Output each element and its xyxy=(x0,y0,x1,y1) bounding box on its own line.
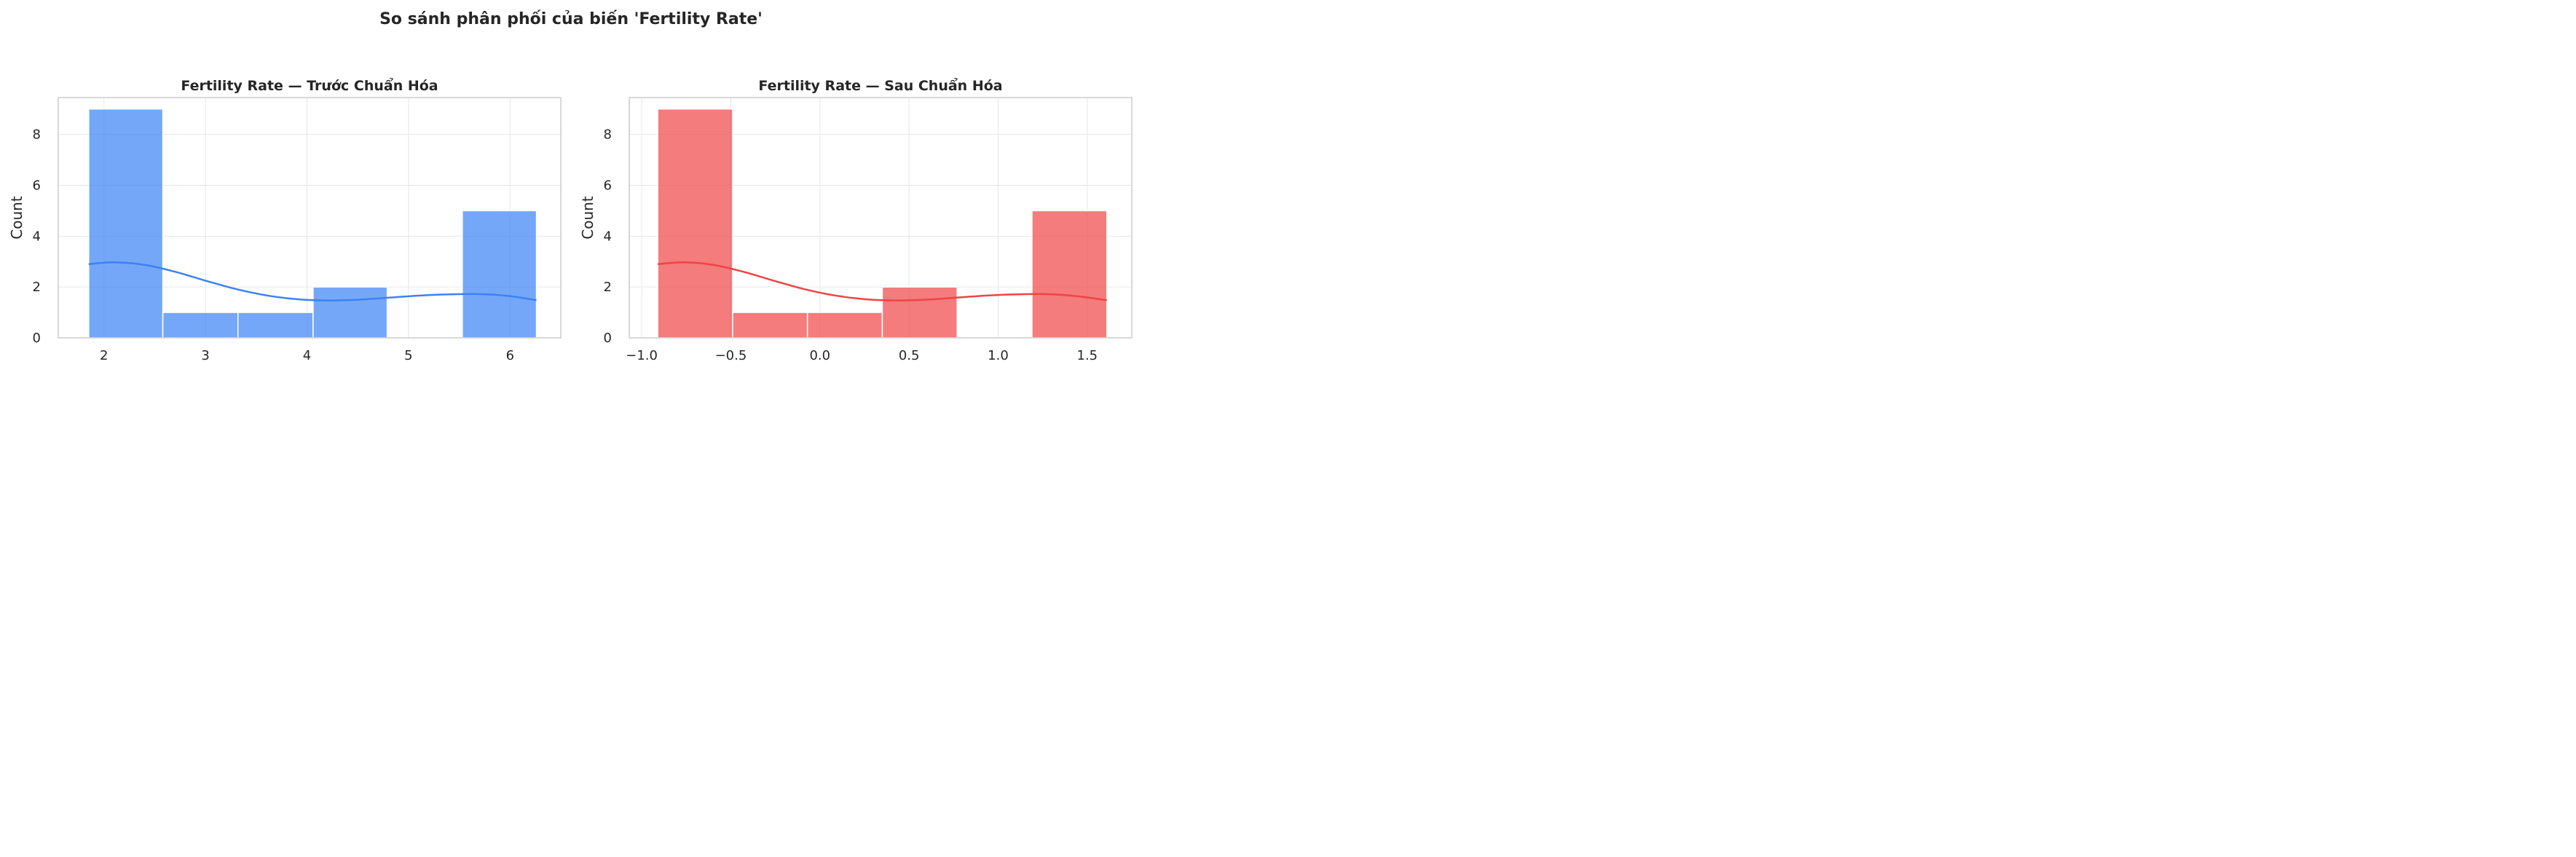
y-tick-label: 4 xyxy=(33,229,41,244)
y-tick-label: 0 xyxy=(33,331,41,346)
y-tick-label: 8 xyxy=(33,127,41,143)
histogram-bar-3 xyxy=(806,312,883,339)
subplot-title: Fertility Rate — Trước Chuẩn Hóa xyxy=(181,77,438,94)
kde-line xyxy=(88,261,537,301)
y-axis-label: Count xyxy=(579,196,596,240)
plots-canvas: 2 3 4 5 6 0 2 4 6 8 Count Fertility Rate — Trước Ch… xyxy=(8,77,1133,363)
histogram-bar-4 xyxy=(881,286,958,339)
y-tick-label: 0 xyxy=(604,331,612,346)
figure-title: So sánh phân phối của biến 'Fertility Ra… xyxy=(379,10,763,28)
x-tick-label: 1.0 xyxy=(988,348,1009,363)
subplot-title: Fertility Rate — Sau Chuẩn Hóa xyxy=(758,77,1002,94)
x-tick-label: −0.5 xyxy=(715,348,747,363)
kde-line xyxy=(658,261,1107,301)
subplot-2: −1.0 −0.5 0.0 0.5 1.0 1.5 0 2 4 6 8 Count Fertility … xyxy=(579,77,1133,363)
x-tick-label: 1.5 xyxy=(1077,348,1098,363)
x-tick-label: 0.0 xyxy=(809,348,830,363)
y-axis-label: Count xyxy=(8,196,25,240)
figure: So sánh phân phối của biến 'Fertility Ra… xyxy=(0,0,1142,380)
axes-frame xyxy=(58,97,562,339)
histogram-bar-6 xyxy=(462,210,537,339)
histogram-bar-6 xyxy=(1031,210,1108,339)
x-tick-label: 3 xyxy=(201,348,209,363)
axes-frame xyxy=(629,97,1133,339)
y-tick-label: 4 xyxy=(604,229,612,244)
subplot-1: 2 3 4 5 6 0 2 4 6 8 Count Fertility Rate — Trước Ch… xyxy=(8,77,562,363)
histogram-bar-4 xyxy=(312,286,388,339)
y-tick-label: 2 xyxy=(33,280,41,295)
x-tick-label: 4 xyxy=(303,348,311,363)
histogram-bar-1 xyxy=(657,108,733,339)
y-tick-label: 6 xyxy=(604,178,612,193)
y-tick-label: 2 xyxy=(604,280,612,295)
histogram-bar-2 xyxy=(732,312,808,339)
histogram-bar-2 xyxy=(162,312,239,339)
y-tick-label: 8 xyxy=(604,127,612,143)
x-tick-label: 6 xyxy=(506,348,514,363)
x-tick-label: 0.5 xyxy=(899,348,920,363)
histogram-bar-3 xyxy=(237,312,314,339)
x-tick-label: 2 xyxy=(100,348,108,363)
x-tick-label: 5 xyxy=(404,348,412,363)
histogram-bar-1 xyxy=(88,108,164,339)
y-tick-label: 6 xyxy=(33,178,41,193)
x-tick-label: −1.0 xyxy=(626,348,658,363)
